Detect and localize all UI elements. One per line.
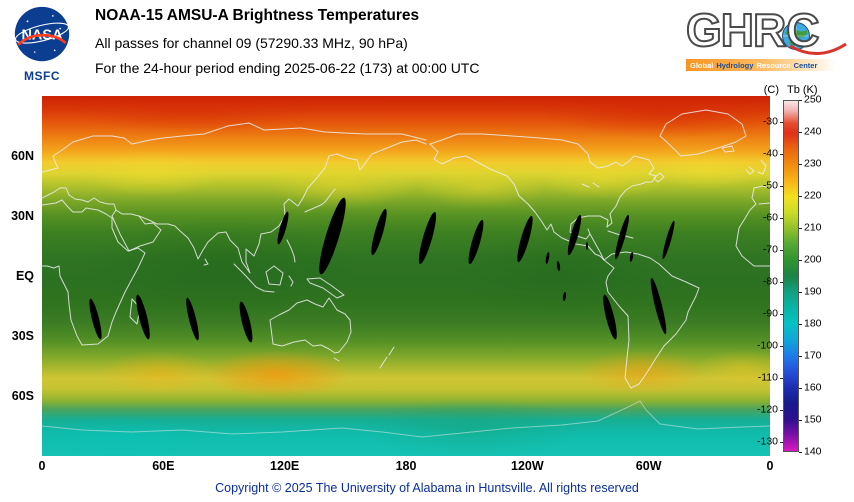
colorbar-tick-label-c: -60 (762, 211, 778, 224)
colorbar-tick-mark (799, 164, 802, 165)
lat-tick-30N: 30N (11, 209, 34, 223)
lon-tick-120W: 120W (511, 459, 544, 473)
ghrc-tagline: Global Hydrology Resource Center (686, 59, 836, 71)
ghrc-tagline-word: Center (793, 60, 818, 70)
colorbar-tick-mark (780, 153, 783, 155)
colorbar-tick-mark (799, 420, 802, 421)
colorbar-tick-mark (799, 324, 802, 325)
colorbar-tick-mark (799, 356, 802, 357)
colorbar-tick-mark (799, 228, 802, 229)
colorbar-tick-mark (780, 281, 783, 283)
ghrc-swoosh-icon (789, 42, 847, 55)
longitude-axis: 0 60E 120E 180 120W 60W 0 (38, 459, 774, 475)
msfc-label: MSFC (24, 69, 60, 83)
nasa-logo: NASA MSFC (12, 5, 72, 83)
colorbar-tick-label-k: 240 (804, 125, 822, 138)
colorbar-tick-label-c: -90 (762, 307, 778, 320)
colorbar-tick-label-k: 250 (804, 93, 822, 106)
colorbar-tick-mark (799, 260, 802, 261)
colorbar-tick-label-c: -100 (756, 339, 778, 352)
colorbar-tick-mark (799, 388, 802, 389)
colorbar-tick-label-c: -110 (757, 371, 778, 384)
lat-tick-60S: 60S (11, 389, 34, 403)
colorbar-tick-label-c: -30 (762, 115, 778, 128)
ghrc-tagline-word: Global (690, 60, 714, 70)
copyright-notice: Copyright © 2025 The University of Alaba… (215, 481, 639, 495)
colorbar: (C) Tb (K) 250 240 230 220 210 200 190 180 170 16… (735, 84, 853, 470)
colorbar-tick-label-k: 140 (804, 445, 822, 458)
colorbar-tick-label-c: -70 (762, 243, 778, 256)
lon-tick-0: 0 (766, 459, 774, 473)
colorbar-tick-mark (780, 185, 783, 187)
colorbar-tick-mark (799, 132, 802, 133)
colorbar-tick-label-k: 200 (804, 253, 822, 266)
header-titles: NOAA-15 AMSU-A Brightness Temperatures A… (95, 7, 479, 85)
nasa-insignia-icon: NASA (14, 6, 70, 62)
colorbar-tick-mark (799, 452, 802, 453)
colorbar-tick-label-k: 210 (804, 221, 822, 234)
ghrc-wordmark: GHR C (685, 2, 852, 58)
colorbar-tick-mark (799, 196, 802, 197)
colorbar-tick-label-k: 220 (804, 189, 822, 202)
lon-tick-60E: 60E (152, 459, 175, 473)
globe-icon (782, 22, 811, 50)
colorbar-unit-celsius: (C) (763, 84, 779, 96)
colorbar-tick-mark (799, 292, 802, 293)
colorbar-tick-mark (799, 100, 802, 101)
lon-tick-60W: 60W (635, 459, 662, 473)
data-gap-streak (586, 242, 588, 250)
colorbar-tick-mark (780, 121, 783, 123)
colorbar-unit-kelvin: Tb (K) (787, 84, 818, 96)
colorbar-tick-label-c: -50 (762, 179, 778, 192)
colorbar-tick-label-k: 170 (804, 349, 822, 362)
colorbar-tick-mark (780, 345, 783, 347)
subtitle-channel: All passes for channel 09 (57290.33 MHz,… (95, 35, 408, 51)
colorbar-tick-label-c: -120 (756, 403, 778, 416)
colorbar-tick-label-k: 230 (804, 157, 822, 170)
ghrc-logo: GHR C Global Hydrology Resource Center (685, 2, 852, 71)
brightness-temperature-map (42, 96, 770, 456)
lon-tick-0: 0 (38, 459, 46, 473)
lat-tick-30S: 30S (11, 329, 34, 343)
colorbar-tick-label-k: 190 (804, 285, 822, 298)
colorbar-tick-label-c: -80 (762, 275, 778, 288)
colorbar-tick-mark (780, 313, 783, 315)
colorbar-tick-label-c: -40 (762, 147, 778, 160)
colorbar-tick-mark (780, 377, 783, 379)
colorbar-tick-label-c: -130 (756, 435, 778, 448)
lon-tick-180: 180 (395, 459, 417, 473)
colorbar-tick-label-k: 150 (804, 413, 822, 426)
lon-tick-120E: 120E (270, 459, 300, 473)
colorbar-tick-mark (780, 409, 783, 411)
colorbar-tick-mark (780, 249, 783, 251)
ghrc-tagline-word: Hydrology (716, 60, 754, 70)
subtitle-period: For the 24-hour period ending 2025-06-22… (95, 60, 480, 76)
ghrc-letters-ghr: GHR (685, 3, 787, 57)
colorbar-tick-label-k: 160 (804, 381, 822, 394)
coastlines-overlay (42, 109, 770, 438)
colorbar-tick-label-k: 180 (804, 317, 822, 330)
ghrc-tagline-word: Resource (756, 60, 791, 70)
colorbar-gradient (783, 100, 799, 452)
colorbar-tick-mark (780, 441, 783, 443)
lat-tick-EQ: EQ (15, 269, 34, 283)
lat-tick-60N: 60N (11, 149, 34, 163)
colorbar-tick-mark (780, 217, 783, 219)
page-title: NOAA-15 AMSU-A Brightness Temperatures (95, 7, 420, 24)
latitude-axis: 60N 30N EQ 30S 60S (0, 96, 38, 456)
